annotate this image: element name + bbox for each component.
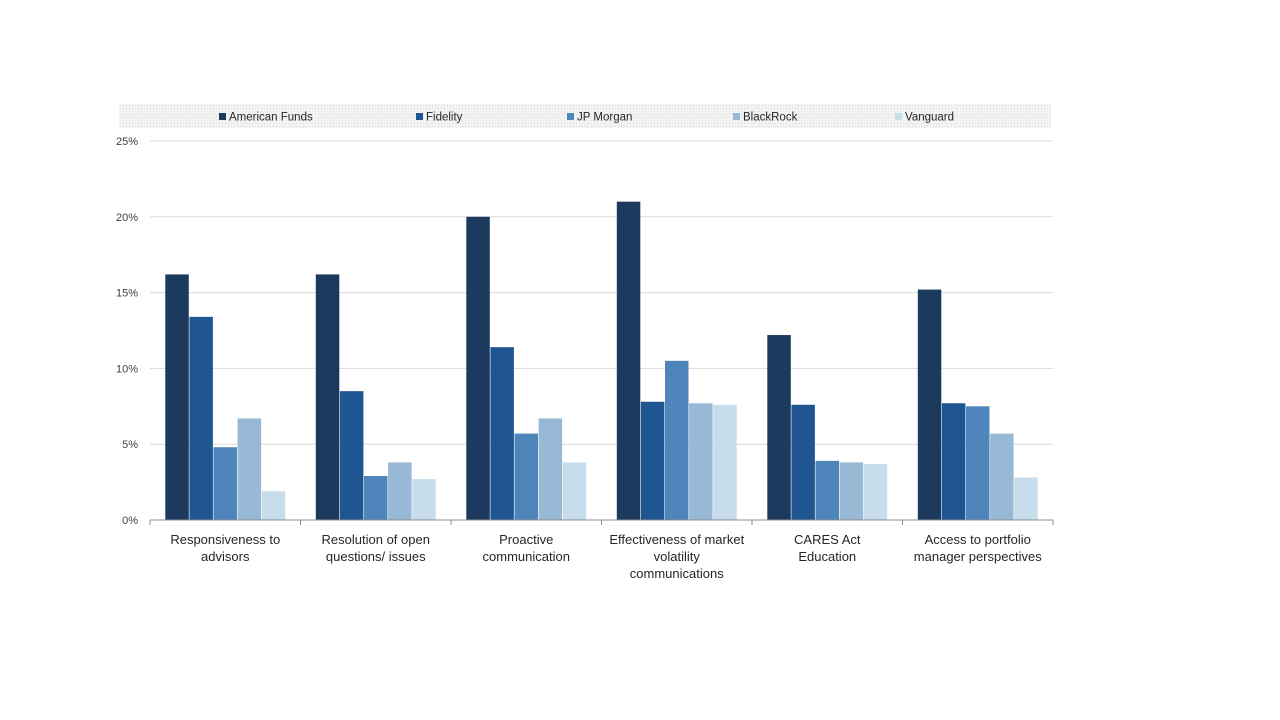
legend-label: Fidelity xyxy=(426,112,463,124)
bar xyxy=(917,289,942,520)
y-tick-label: 10% xyxy=(116,363,138,375)
legend-label: Vanguard xyxy=(905,112,954,124)
bar xyxy=(538,418,563,520)
gridlines xyxy=(150,140,1053,445)
bar xyxy=(237,418,262,520)
x-category-label: Proactive communication xyxy=(483,532,570,564)
bar xyxy=(791,404,815,520)
bar xyxy=(189,316,213,520)
x-axis-ticks xyxy=(149,520,1054,525)
bar xyxy=(412,479,436,520)
bar xyxy=(213,447,237,520)
y-tick-label: 0% xyxy=(122,515,138,527)
bar xyxy=(466,216,490,521)
bar xyxy=(364,476,388,520)
bar xyxy=(165,274,189,520)
x-category-label: Responsiveness to advisors xyxy=(170,532,280,564)
bar xyxy=(388,462,412,520)
bar xyxy=(713,404,737,520)
x-axis-labels: Responsiveness to advisors Resolution of o… xyxy=(170,532,1042,581)
x-category-label: CARES Act Education xyxy=(794,532,861,564)
legend-swatch xyxy=(733,113,740,120)
y-tick-label: 15% xyxy=(116,288,138,300)
y-axis-ticks: 0% 5% 10% 15% 20% 25% xyxy=(116,136,138,527)
legend-label: BlackRock xyxy=(743,112,798,124)
bar xyxy=(640,401,665,520)
y-tick-label: 20% xyxy=(116,212,138,224)
bar xyxy=(767,335,791,520)
bars xyxy=(165,201,1038,521)
bar xyxy=(490,347,514,520)
y-tick-label: 25% xyxy=(116,136,138,148)
bar xyxy=(839,462,864,520)
bar xyxy=(315,274,340,520)
bar xyxy=(815,460,839,520)
x-category-label: Effectiveness of market volatility communi… xyxy=(609,532,744,581)
y-tick-label: 5% xyxy=(122,439,138,451)
bar xyxy=(941,403,966,520)
bar xyxy=(863,463,888,520)
bar xyxy=(261,491,286,520)
legend-swatch xyxy=(219,113,226,120)
bar xyxy=(339,391,364,520)
bar xyxy=(966,406,990,520)
bar xyxy=(514,433,538,520)
bar xyxy=(990,433,1014,520)
bar xyxy=(1014,477,1038,520)
bar xyxy=(562,462,587,520)
bar xyxy=(665,360,689,520)
legend-label: American Funds xyxy=(229,112,313,124)
legend: American Funds Fidelity JP Morgan BlackRock… xyxy=(219,112,954,124)
legend-swatch xyxy=(416,113,423,120)
legend-label: JP Morgan xyxy=(577,112,632,124)
bar xyxy=(689,403,713,520)
legend-swatch xyxy=(567,113,574,120)
legend-swatch xyxy=(895,113,902,120)
x-category-label: Resolution of open questions/ issues xyxy=(322,532,430,564)
bar xyxy=(616,201,641,520)
x-category-label: Access to portfolio manager perspectives xyxy=(914,532,1042,564)
